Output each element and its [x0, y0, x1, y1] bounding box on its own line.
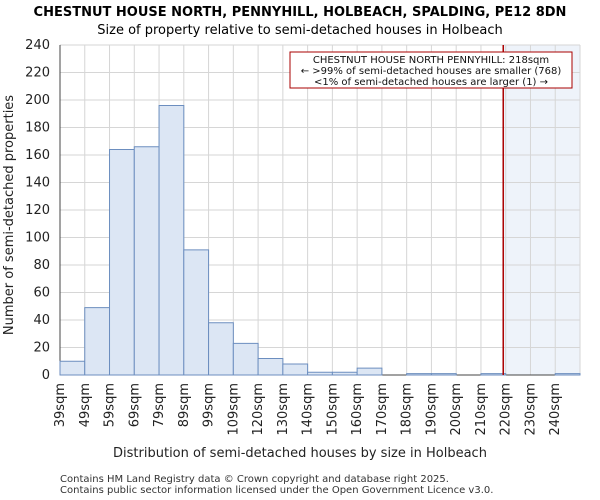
- x-tick-label: 150sqm: [325, 383, 340, 436]
- bar-109sqm: [232, 342, 259, 376]
- footer-line-1: Contains HM Land Registry data © Crown c…: [60, 474, 449, 485]
- chart-title: CHESTNUT HOUSE NORTH, PENNYHILL, HOLBEAC…: [34, 5, 567, 20]
- bar-59sqm: [109, 149, 135, 376]
- bar-120sqm: [257, 358, 284, 376]
- bar-240sqm: [554, 373, 581, 376]
- y-axis-ticks: 0 20 40 60 80 100 120 140 160 180 200 220 240: [25, 38, 50, 383]
- x-tick-label: 39sqm: [53, 383, 68, 427]
- x-tick-label: 160sqm: [350, 383, 365, 436]
- bar-69sqm: [133, 146, 160, 376]
- y-tick-label: 20: [33, 341, 50, 356]
- y-axis-label: Number of semi-detached properties: [2, 95, 17, 335]
- bar-160sqm: [356, 367, 383, 376]
- y-tick-label: 60: [33, 286, 50, 301]
- bar-140sqm: [307, 371, 333, 376]
- bars: [59, 105, 581, 376]
- x-tick-label: 89sqm: [177, 383, 192, 427]
- y-tick-label: 100: [25, 231, 50, 246]
- x-tick-label: 99sqm: [202, 383, 217, 427]
- chart-subtitle: Size of property relative to semi-detach…: [97, 23, 502, 38]
- bar-49sqm: [84, 307, 111, 376]
- y-tick-label: 120: [25, 203, 50, 218]
- bar-180sqm: [406, 373, 432, 376]
- bar-190sqm: [430, 373, 457, 376]
- x-tick-label: 59sqm: [103, 383, 118, 427]
- y-tick-label: 80: [33, 258, 50, 273]
- x-tick-label: 140sqm: [301, 383, 316, 436]
- footer-line-2: Contains public sector information licen…: [60, 485, 494, 496]
- y-tick-label: 200: [25, 93, 50, 108]
- x-axis-ticks: 39sqm 49sqm 59sqm 69sqm 79sqm 89sqm 99sqm 109sq…: [53, 383, 563, 436]
- y-tick-label: 140: [25, 176, 50, 191]
- bar-39sqm: [59, 360, 86, 376]
- x-tick-label: 240sqm: [548, 383, 563, 436]
- x-tick-label: 170sqm: [375, 383, 390, 436]
- y-tick-label: 160: [25, 148, 50, 163]
- x-tick-label: 49sqm: [78, 383, 93, 427]
- bar-210sqm: [480, 373, 507, 376]
- y-tick-label: 0: [42, 368, 50, 383]
- x-tick-label: 190sqm: [424, 383, 439, 436]
- y-tick-label: 180: [25, 121, 50, 136]
- bar-89sqm: [183, 249, 210, 376]
- bar-130sqm: [282, 363, 309, 376]
- x-tick-label: 79sqm: [152, 383, 167, 427]
- annotation-border: [289, 51, 573, 89]
- x-tick-label: 180sqm: [400, 383, 415, 436]
- bar-79sqm: [158, 105, 185, 376]
- annotation-line-3: <1% of semi-detached houses are larger (…: [314, 77, 548, 88]
- annotation-line-1: CHESTNUT HOUSE NORTH PENNYHILL: 218sqm: [313, 55, 549, 66]
- bar-99sqm: [208, 322, 234, 376]
- y-tick-label: 40: [33, 313, 50, 328]
- y-tick-label: 220: [25, 66, 50, 81]
- x-tick-label: 230sqm: [523, 383, 538, 436]
- y-tick-label: 240: [25, 38, 50, 53]
- annotation-box: CHESTNUT HOUSE NORTH PENNYHILL: 218sqm ←…: [289, 51, 573, 89]
- x-tick-label: 200sqm: [449, 383, 464, 436]
- annotation-line-2: ← >99% of semi-detached houses are small…: [301, 66, 562, 77]
- x-tick-label: 220sqm: [499, 383, 514, 436]
- x-tick-label: 120sqm: [251, 383, 266, 436]
- x-tick-label: 109sqm: [226, 383, 241, 436]
- bar-150sqm: [331, 371, 358, 376]
- x-tick-label: 130sqm: [276, 383, 291, 436]
- x-tick-label: 210sqm: [474, 383, 489, 436]
- x-tick-label: 69sqm: [127, 383, 142, 427]
- x-axis-label: Distribution of semi-detached houses by …: [113, 446, 487, 461]
